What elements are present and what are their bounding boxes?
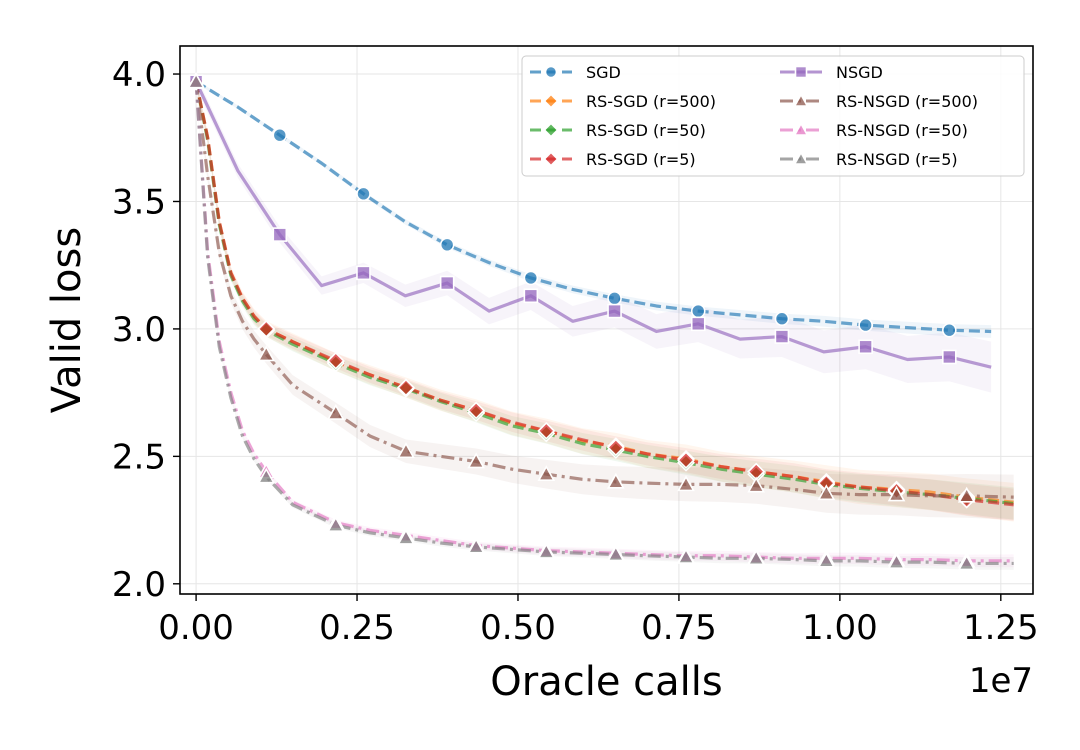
plot-frame bbox=[179, 45, 1034, 595]
y-tick-label: 2.5 bbox=[112, 437, 166, 477]
data-point bbox=[774, 311, 790, 327]
series-line bbox=[194, 81, 1014, 566]
x-tick-label: 1.25 bbox=[963, 608, 1039, 648]
data-point bbox=[774, 329, 790, 344]
data-point bbox=[957, 554, 976, 571]
data-point bbox=[397, 442, 415, 459]
data-point bbox=[523, 270, 539, 286]
data-point bbox=[257, 319, 276, 338]
legend-marker bbox=[793, 151, 809, 165]
data-point bbox=[690, 316, 706, 332]
data-point bbox=[607, 303, 622, 319]
x-tick-label: 1.00 bbox=[802, 608, 878, 648]
legend-entry: RS-SGD (r=50) bbox=[586, 121, 706, 140]
data-point bbox=[747, 549, 766, 566]
y-axis-label: Valid loss bbox=[44, 227, 90, 413]
y-tick-label: 2.0 bbox=[112, 565, 166, 605]
data-point bbox=[858, 339, 873, 355]
data-point bbox=[326, 351, 345, 370]
x-axis-label: Oracle calls bbox=[490, 659, 722, 705]
series-line bbox=[194, 81, 1014, 499]
legend-marker bbox=[794, 65, 808, 79]
axis-ticks: 0.00 0.25 0.50 0.75 1.00 1.25 2.0 2.5 3.0 3.5 4.0 bbox=[112, 55, 1039, 648]
legend-entry: RS-SGD (r=500) bbox=[586, 92, 716, 111]
x-tick-label: 0.00 bbox=[158, 608, 234, 648]
data-point bbox=[467, 452, 485, 469]
legend-entry: RS-NSGD (r=500) bbox=[836, 92, 978, 111]
data-point bbox=[747, 476, 766, 493]
series-band bbox=[196, 76, 1014, 520]
data-point bbox=[677, 547, 695, 564]
legend-entry: RS-NSGD (r=5) bbox=[836, 150, 958, 169]
data-point bbox=[817, 551, 836, 568]
data-point bbox=[537, 421, 556, 440]
series-band bbox=[196, 75, 992, 393]
data-point bbox=[397, 378, 415, 397]
series-line bbox=[194, 81, 1014, 506]
data-point bbox=[187, 72, 205, 89]
legend-marker bbox=[543, 151, 559, 167]
legend-entry: NSGD bbox=[836, 63, 883, 82]
data-point bbox=[957, 486, 976, 503]
y-tick-label: 4.0 bbox=[112, 55, 166, 95]
data-point bbox=[397, 528, 415, 545]
data-point bbox=[607, 291, 622, 306]
data-point bbox=[887, 553, 906, 569]
data-point bbox=[677, 451, 695, 470]
data-point bbox=[942, 349, 957, 365]
legend-box bbox=[521, 55, 1025, 177]
data-point bbox=[356, 186, 371, 202]
data-point bbox=[257, 467, 276, 484]
data-point bbox=[439, 275, 455, 291]
data-point bbox=[467, 401, 486, 420]
legend-marker bbox=[793, 93, 809, 107]
legend-marker bbox=[793, 122, 809, 136]
data-point bbox=[467, 537, 485, 554]
x-axis-offset-label: 1e7 bbox=[969, 661, 1033, 701]
data-point bbox=[677, 475, 695, 492]
series-markers bbox=[187, 72, 976, 571]
legend-marker bbox=[544, 65, 558, 79]
data-point bbox=[326, 516, 345, 532]
data-point bbox=[537, 542, 556, 559]
data-point bbox=[887, 485, 906, 502]
x-tick-label: 0.25 bbox=[319, 608, 395, 648]
y-tick-label: 3.0 bbox=[112, 310, 166, 350]
x-tick-label: 0.75 bbox=[641, 608, 717, 648]
legend-entry: RS-SGD (r=5) bbox=[586, 150, 696, 169]
data-point bbox=[942, 322, 957, 338]
x-tick-label: 0.50 bbox=[480, 608, 556, 648]
data-point bbox=[537, 465, 556, 481]
series-band bbox=[196, 77, 1014, 522]
legend: SGD RS-SGD (r=500) RS-SGD (r=50) RS-SGD (r=… bbox=[521, 55, 1025, 177]
data-point bbox=[817, 484, 836, 501]
legend-entry: SGD bbox=[586, 63, 621, 82]
legend-marker bbox=[543, 122, 559, 138]
data-point bbox=[439, 237, 455, 253]
data-point bbox=[272, 127, 288, 143]
data-point bbox=[272, 227, 288, 242]
legend-entry: RS-NSGD (r=50) bbox=[836, 121, 968, 140]
y-tick-label: 3.5 bbox=[112, 182, 166, 222]
data-point bbox=[690, 303, 706, 319]
legend-marker bbox=[543, 93, 559, 109]
data-point bbox=[257, 345, 276, 362]
data-point bbox=[607, 472, 625, 489]
data-point bbox=[326, 403, 345, 420]
data-point bbox=[607, 545, 625, 562]
data-point bbox=[523, 288, 539, 304]
data-point bbox=[356, 265, 371, 281]
data-point bbox=[858, 317, 873, 333]
series-line bbox=[194, 81, 1014, 507]
data-point bbox=[606, 438, 625, 457]
confidence-bands bbox=[196, 75, 1014, 570]
